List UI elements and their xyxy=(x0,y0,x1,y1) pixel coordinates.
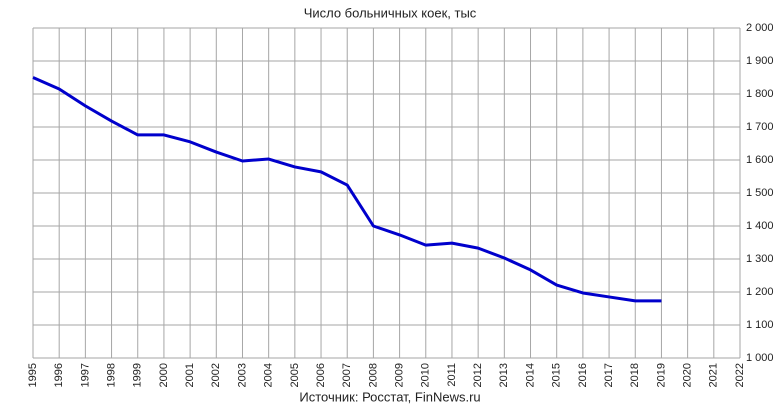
x-tick-label: 2014 xyxy=(524,363,536,387)
y-tick-label: 1 100 xyxy=(746,319,774,331)
x-tick-label: 2016 xyxy=(577,363,589,387)
y-tick-label: 1 800 xyxy=(746,88,774,100)
y-tick-label: 1 700 xyxy=(746,121,774,133)
x-tick-label: 2017 xyxy=(603,363,615,387)
x-tick-label: 2008 xyxy=(367,363,379,387)
x-tick-label: 1996 xyxy=(53,363,65,387)
y-tick-label: 1 300 xyxy=(746,253,774,265)
y-tick-label: 1 000 xyxy=(746,352,774,364)
x-tick-label: 2005 xyxy=(289,363,301,387)
chart-title: Число больничных коек, тыс xyxy=(304,5,477,20)
x-tick-label: 2006 xyxy=(315,363,327,387)
x-tick-label: 2019 xyxy=(655,363,667,387)
x-tick-label: 2013 xyxy=(498,363,510,387)
y-tick-label: 2 000 xyxy=(746,22,774,34)
x-tick-label: 1999 xyxy=(132,363,144,387)
x-tick-label: 2002 xyxy=(210,363,222,387)
x-tick-label: 1997 xyxy=(79,363,91,387)
x-tick-label: 2020 xyxy=(682,363,694,387)
x-tick-label: 2018 xyxy=(629,363,641,387)
x-tick-label: 2021 xyxy=(708,363,720,387)
x-tick-label: 2004 xyxy=(263,363,275,387)
source-note: Источник: Росстат, FinNews.ru xyxy=(299,389,480,404)
x-tick-label: 2015 xyxy=(551,363,563,387)
x-tick-label: 2000 xyxy=(158,363,170,387)
x-tick-label: 2003 xyxy=(236,363,248,387)
x-tick-label: 2022 xyxy=(734,363,746,387)
data-line xyxy=(32,76,662,303)
x-tick-label: 1998 xyxy=(105,363,117,387)
y-tick-label: 1 500 xyxy=(746,187,774,199)
x-tick-label: 2009 xyxy=(393,363,405,387)
y-tick-label: 1 200 xyxy=(746,286,774,298)
x-tick-label: 2007 xyxy=(341,363,353,387)
x-tick-label: 2010 xyxy=(420,363,432,387)
x-tick-label: 2001 xyxy=(184,363,196,387)
x-tick-label: 2011 xyxy=(446,363,458,387)
y-tick-label: 1 600 xyxy=(746,154,774,166)
y-tick-label: 1 400 xyxy=(746,220,774,232)
y-tick-label: 1 900 xyxy=(746,55,774,67)
x-tick-label: 2012 xyxy=(472,363,484,387)
x-tick-label: 1995 xyxy=(27,363,39,387)
